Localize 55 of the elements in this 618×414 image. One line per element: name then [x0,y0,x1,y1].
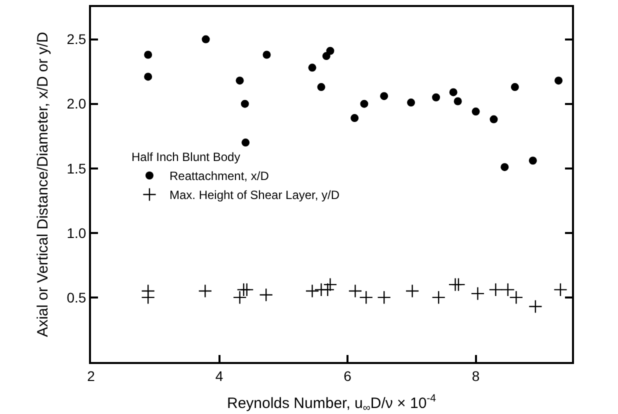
point [360,100,368,108]
y-tick-label: 1.0 [66,224,86,241]
point [240,100,249,108]
y-tick-label: 2.0 [66,96,86,112]
point [317,83,326,92]
y-tick-label: 0.5 [66,289,86,306]
point [432,93,440,102]
point [405,284,420,298]
point [500,163,509,172]
x-tick-label: 2 [87,368,96,384]
point [510,83,519,92]
point [141,290,155,304]
point [528,156,537,165]
point [554,76,563,85]
point [377,290,391,304]
point [198,284,212,298]
point [348,284,362,298]
point [144,72,152,81]
point [320,282,335,297]
point [488,282,503,297]
point [262,50,271,59]
point [472,108,480,116]
y-axis-title: Axial or Vertical Distance/Diameter, x/D or y/D [34,32,52,338]
x-tick-label: 8 [472,368,480,384]
point [359,290,374,304]
point [554,282,568,297]
x-axis-title: Reynolds Number, u$_{∞}$D/ν × 10$^{-4}$ [226,392,436,414]
point [305,284,320,298]
x-tick-label: 6 [344,368,352,384]
y-tick-label: 2.5 [66,31,86,48]
point [449,88,458,96]
point [380,92,388,100]
point [242,138,250,147]
point [308,64,316,72]
y-tick-label: 1.5 [66,160,86,176]
point [326,46,334,55]
point [259,288,273,302]
point [470,286,485,300]
x-tick-label: 4 [215,368,224,384]
point [240,282,254,297]
legend-label: Max. Height of Shear Layer, y/D [169,188,340,202]
point [452,278,466,292]
point [232,290,247,304]
point [144,50,152,59]
legend-title: Half Inch Blunt Body [131,150,240,164]
point [528,300,542,314]
point [236,76,244,85]
point [202,35,210,44]
point [323,278,338,292]
point [350,114,359,122]
legend-label: Reattachment, x/D [169,169,270,184]
point [490,115,498,124]
point [407,98,416,107]
point [432,290,446,304]
point [454,97,462,106]
